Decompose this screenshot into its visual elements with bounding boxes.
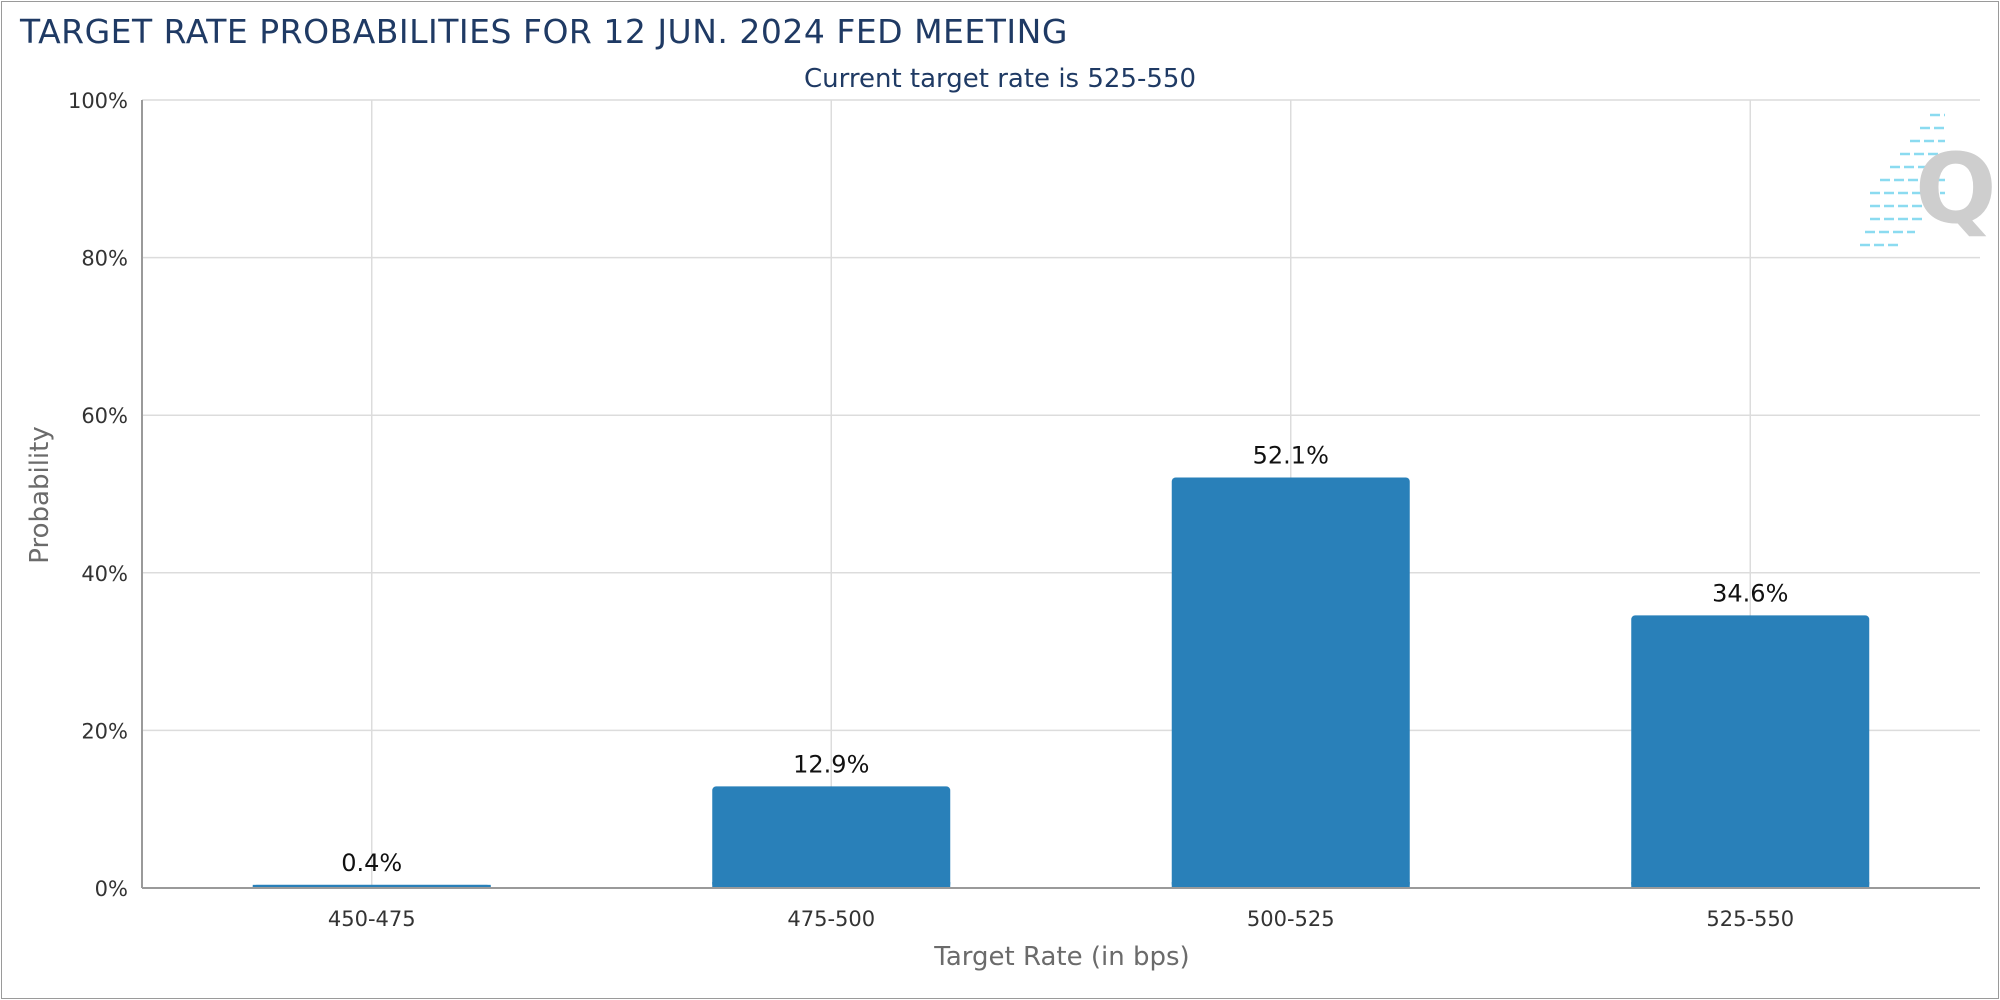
y-tick-label: 60% [81,404,128,428]
bar-base [252,884,491,888]
y-tick-label: 0% [95,877,128,901]
bars [252,477,1870,888]
data-label: 12.9% [793,750,869,778]
bar [712,786,951,888]
bar-base [712,882,951,888]
axes: 0% 20% 40% 60% 80% 100% 450-475 475-500 500-525 5… [68,89,1980,931]
bar-base [1631,882,1870,888]
x-tick-label: 475-500 [787,907,875,931]
chart-title: TARGET RATE PROBABILITIES FOR 12 JUN. 20… [20,12,1068,51]
y-tick-label: 80% [81,247,128,271]
data-labels: 0.4% 12.9% 52.1% 34.6% [341,441,1788,876]
x-tick-label: 500-525 [1247,907,1335,931]
y-tick-label: 100% [68,89,128,113]
bar-base [1171,882,1410,888]
watermark-letter: Q [1915,133,1997,245]
bar [1631,615,1870,888]
quikstrike-q-logo-icon: Q [1860,113,1997,247]
x-tick-label: 450-475 [328,907,416,931]
data-label: 52.1% [1253,441,1329,469]
data-label: 0.4% [341,849,402,877]
x-tick-label: 525-550 [1706,907,1794,931]
y-tick-label: 20% [81,719,128,743]
bar [1171,477,1410,888]
x-axis-title: Target Rate (in bps) [933,942,1189,972]
y-axis-title: Probability [25,426,55,563]
y-tick-label: 40% [81,562,128,586]
data-label: 34.6% [1712,579,1788,607]
chart-subtitle: Current target rate is 525-550 [804,64,1196,94]
